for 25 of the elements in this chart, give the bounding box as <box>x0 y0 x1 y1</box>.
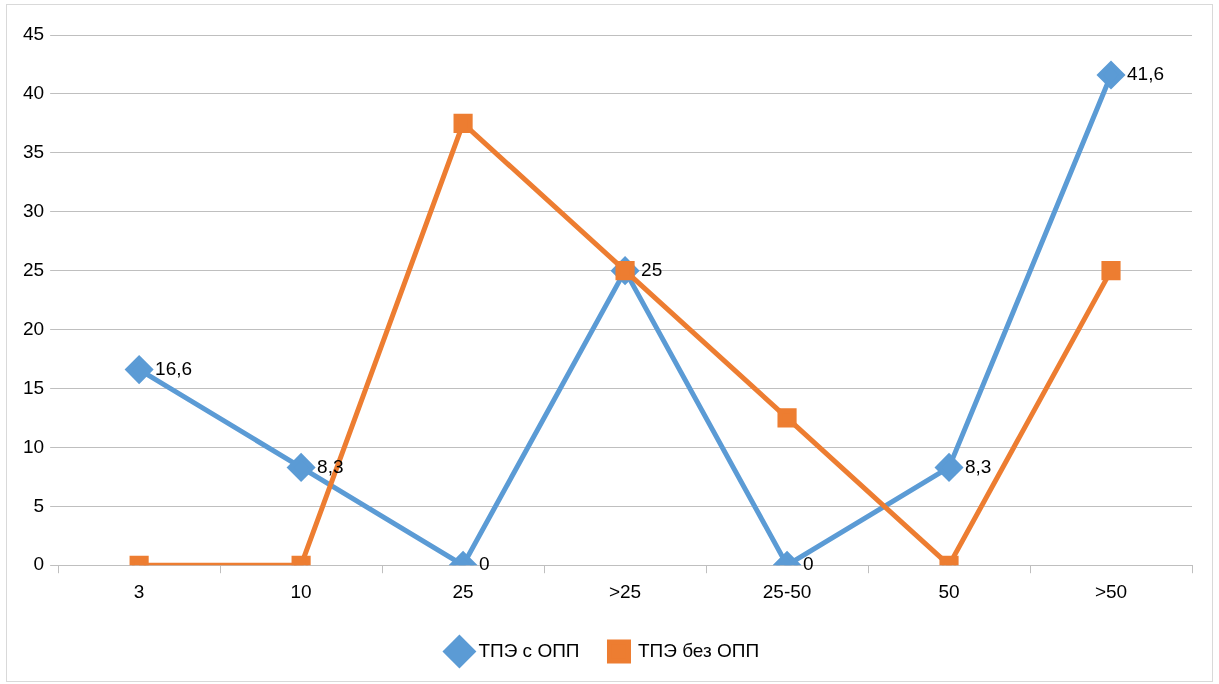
data-label: 8,3 <box>965 455 992 477</box>
y-tick-label: 20 <box>22 317 45 339</box>
y-tick-label: 0 <box>33 553 45 575</box>
legend-label: ТПЭ без ОПП <box>637 639 760 661</box>
x-tick-label: 3 <box>133 580 145 602</box>
y-tick-label: 40 <box>22 82 45 104</box>
x-tick-label: >50 <box>1094 580 1128 602</box>
x-tick-label: 50 <box>938 580 960 602</box>
legend-label: ТПЭ с ОПП <box>478 639 580 661</box>
data-label: 0 <box>803 553 814 575</box>
y-tick-label: 35 <box>22 141 45 163</box>
y-tick-label: 15 <box>22 376 45 398</box>
y-tick-label: 30 <box>22 199 45 221</box>
data-label: 25 <box>641 258 663 280</box>
y-tick-label: 5 <box>33 494 45 516</box>
y-tick-label: 25 <box>22 258 45 280</box>
y-tick-label: 45 <box>22 23 45 45</box>
data-label: 41,6 <box>1127 63 1164 85</box>
y-tick-label: 10 <box>22 435 45 457</box>
data-label: 0 <box>479 553 490 575</box>
x-tick-label: 25-50 <box>762 580 812 602</box>
x-tick-label: 10 <box>290 580 312 602</box>
x-tick-label: 25 <box>452 580 474 602</box>
x-tick-label: >25 <box>608 580 642 602</box>
data-label: 16,6 <box>155 357 193 379</box>
